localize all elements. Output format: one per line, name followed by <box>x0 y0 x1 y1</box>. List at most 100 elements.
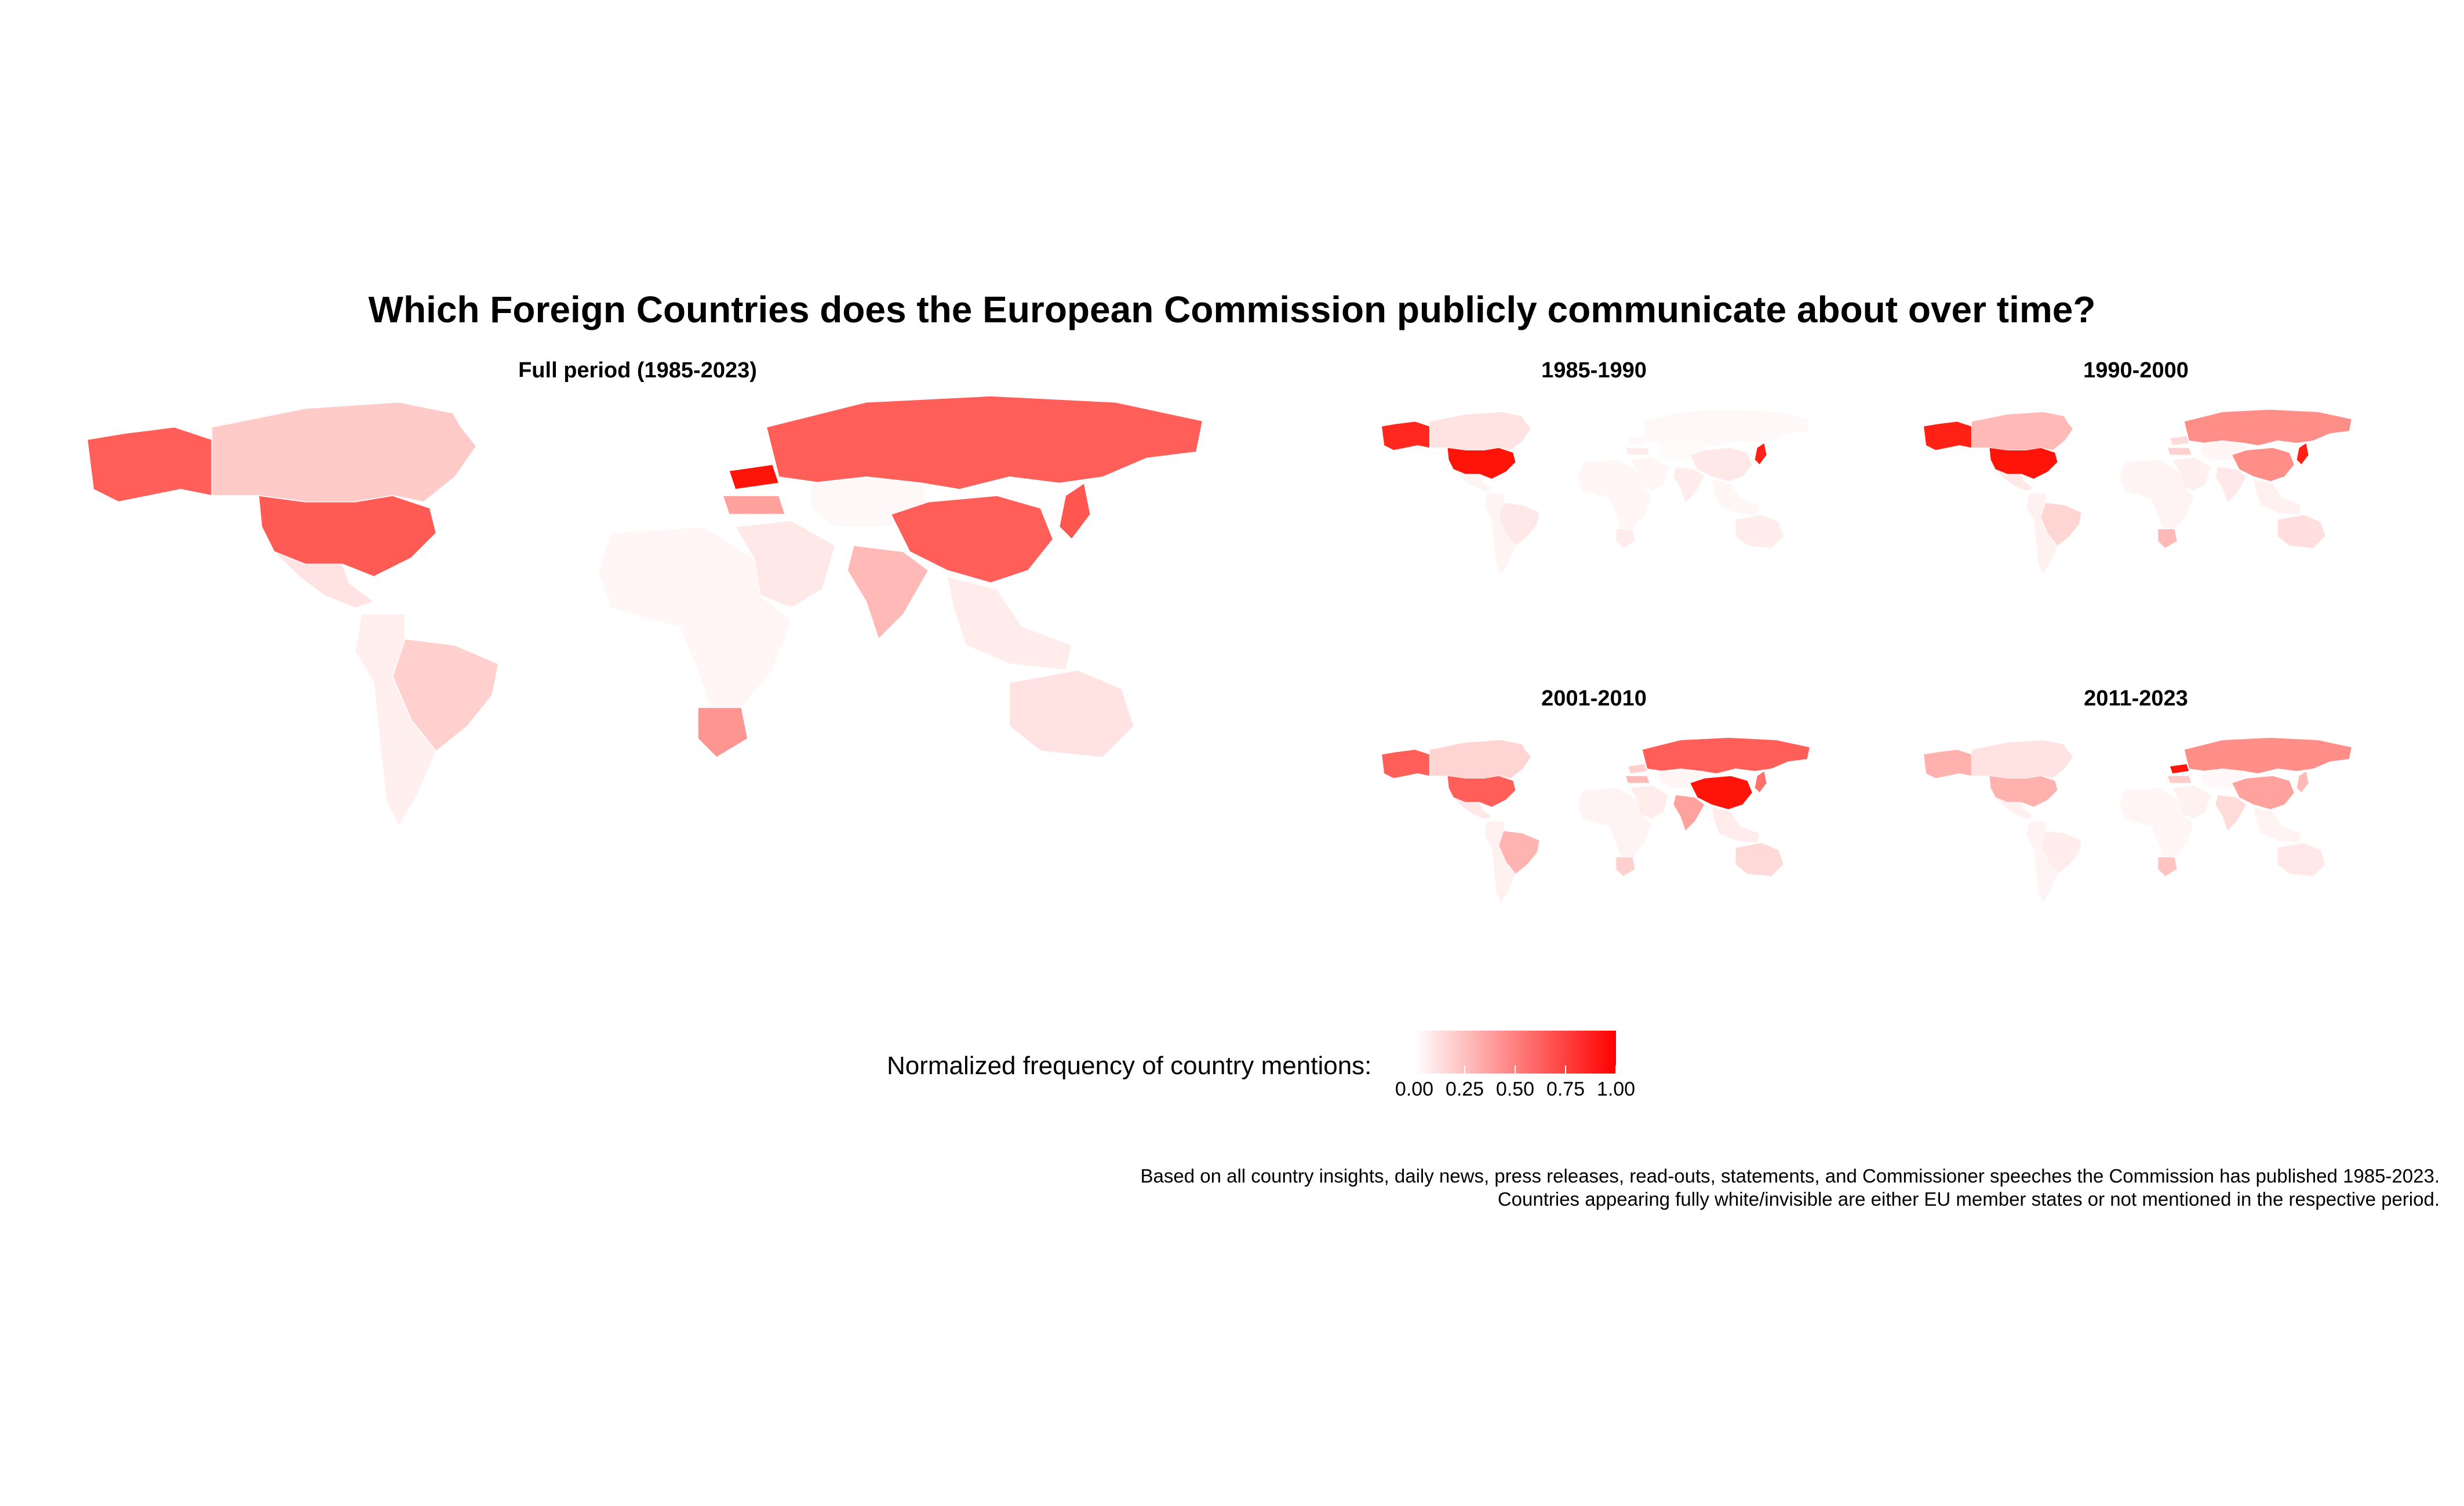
country-southam <box>2026 493 2058 575</box>
country-turkey <box>2167 776 2192 784</box>
country-southam <box>2026 821 2058 903</box>
country-russia <box>1642 409 1810 446</box>
country-southam <box>1484 821 1516 903</box>
country-mideast <box>2172 457 2211 492</box>
country-southam <box>1484 493 1516 575</box>
country-russia <box>1642 737 1810 774</box>
country-safrica <box>697 707 748 758</box>
country-japan <box>2296 442 2309 465</box>
legend-tick-label: 0.25 <box>1445 1078 1484 1100</box>
country-seasia <box>1711 806 1760 843</box>
country-mideast <box>2172 785 2211 820</box>
country-usa <box>1447 448 1516 479</box>
map-full-period <box>86 376 1203 827</box>
country-usa <box>1989 776 2058 807</box>
map-1985-1990 <box>1381 402 1810 575</box>
country-turkey <box>1625 776 1650 784</box>
country-japan <box>2296 770 2309 793</box>
country-india <box>2215 467 2247 503</box>
country-mexico <box>274 551 375 609</box>
country-seasia <box>2253 806 2302 843</box>
country-alaska <box>86 426 213 503</box>
country-mideast <box>1630 457 1669 492</box>
panel-title-2011-2023: 2011-2023 <box>2084 686 2188 711</box>
country-canada <box>1971 412 2073 450</box>
country-seasia <box>2253 478 2302 515</box>
country-mexico <box>1995 797 2034 820</box>
country-china <box>2232 448 2295 482</box>
country-ukraine <box>728 464 780 490</box>
country-china <box>1690 448 1753 482</box>
country-canada <box>1971 740 2073 779</box>
country-safrica <box>1615 529 1636 549</box>
chart-title: Which Foreign Countries does the Europea… <box>368 289 2096 330</box>
country-canada <box>211 401 478 503</box>
country-china <box>890 495 1054 584</box>
country-china <box>1690 776 1753 810</box>
country-canada <box>1429 412 1531 450</box>
country-alaska <box>1923 749 1972 779</box>
country-india <box>2215 795 2247 831</box>
country-mexico <box>1453 797 1493 820</box>
country-southam <box>354 613 437 827</box>
country-ukraine <box>1628 763 1648 774</box>
country-safrica <box>1615 857 1636 877</box>
country-alaska <box>1923 421 1972 450</box>
map-2011-2023 <box>1923 730 2352 903</box>
panel-title-1990-2000: 1990-2000 <box>2083 358 2189 383</box>
legend-tick-label: 1.00 <box>1596 1078 1636 1100</box>
country-usa <box>1989 448 2058 479</box>
country-greenland <box>1515 402 1562 434</box>
country-australia <box>1009 670 1135 758</box>
country-ukraine <box>2170 435 2190 446</box>
country-china <box>2232 776 2295 810</box>
country-ukraine <box>1628 435 1648 446</box>
caption-line-1: Based on all country insights, daily new… <box>1140 1165 2440 1187</box>
legend-tick-label: 0.75 <box>1546 1078 1585 1100</box>
legend-colorbar <box>1414 1031 1616 1074</box>
country-mideast <box>734 520 836 609</box>
country-australia <box>2277 514 2326 549</box>
country-japan <box>1058 482 1091 540</box>
country-alaska <box>1381 749 1430 779</box>
country-mideast <box>1630 785 1669 820</box>
country-usa <box>1447 776 1516 807</box>
country-greenland <box>1515 730 1562 762</box>
country-ukraine <box>2170 763 2190 774</box>
legend-label: Normalized frequency of country mentions… <box>887 1052 1372 1080</box>
country-turkey <box>722 495 786 515</box>
country-russia <box>2183 409 2352 446</box>
country-canada <box>1429 740 1531 779</box>
panel-title-1985-1990: 1985-1990 <box>1541 358 1647 383</box>
country-alaska <box>1381 421 1430 450</box>
country-turkey <box>2167 448 2192 456</box>
map-1990-2000 <box>1923 402 2352 575</box>
country-australia <box>1735 514 1784 549</box>
country-australia <box>2277 842 2326 877</box>
country-safrica <box>2157 529 2178 549</box>
country-japan <box>1754 442 1767 465</box>
country-india <box>1673 467 1705 503</box>
country-russia <box>2183 737 2352 774</box>
country-seasia <box>946 576 1072 671</box>
caption-line-2: Countries appearing fully white/invisibl… <box>1497 1188 2440 1210</box>
country-india <box>847 545 929 640</box>
country-australia <box>1735 842 1784 877</box>
country-india <box>1673 795 1705 831</box>
legend-tick-label: 0.50 <box>1495 1078 1535 1100</box>
country-turkey <box>1625 448 1650 456</box>
country-japan <box>1754 770 1767 793</box>
country-usa <box>258 495 437 577</box>
country-seasia <box>1711 478 1760 515</box>
country-greenland <box>435 376 555 459</box>
country-greenland <box>2057 402 2103 434</box>
map-2001-2010 <box>1381 730 1810 903</box>
country-greenland <box>2057 730 2103 762</box>
country-mexico <box>1995 469 2034 492</box>
legend-tick-label: 0.00 <box>1395 1078 1434 1100</box>
country-russia <box>766 395 1203 490</box>
country-mexico <box>1453 469 1493 492</box>
panel-title-full: Full period (1985-2023) <box>518 358 757 383</box>
panel-title-2001-2010: 2001-2010 <box>1541 686 1647 711</box>
country-safrica <box>2157 857 2178 877</box>
